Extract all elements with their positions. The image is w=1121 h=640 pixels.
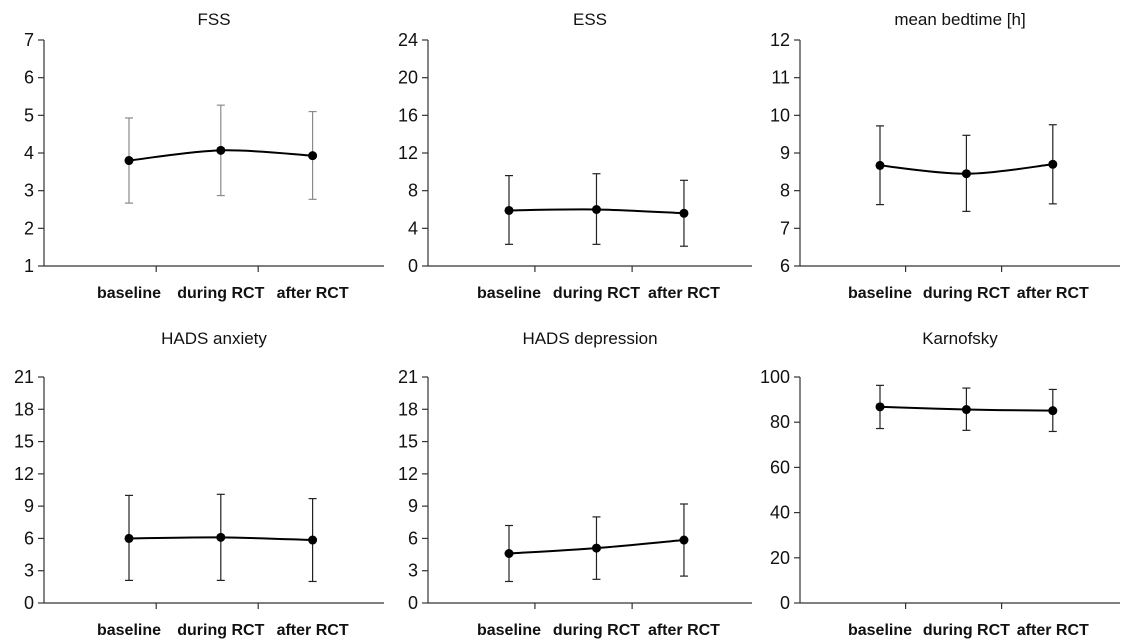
x-tick-label: after RCT [648, 622, 720, 639]
y-tick-label: 8 [408, 181, 418, 201]
data-point [1048, 406, 1058, 416]
y-tick-label: 15 [398, 432, 418, 452]
panel-title: ESS [573, 10, 607, 29]
y-tick-label: 12 [14, 464, 34, 484]
data-point [504, 548, 514, 558]
x-tick-label: after RCT [648, 285, 720, 302]
panel-title: Karnofsky [922, 329, 998, 348]
y-tick-label: 7 [780, 218, 790, 238]
data-point [679, 535, 689, 545]
x-tick-label: during RCT [553, 622, 640, 639]
y-tick-label: 16 [398, 105, 418, 125]
y-tick-label: 3 [24, 181, 34, 201]
data-point [504, 205, 514, 215]
y-tick-label: 21 [398, 367, 418, 387]
y-tick-label: 1 [24, 256, 34, 276]
y-tick-label: 4 [24, 143, 34, 163]
y-tick-label: 6 [24, 528, 34, 548]
chart-panel-3: mean bedtime [h] 6 7 8 9 10 11 12 baseline during… [770, 10, 1120, 302]
chart-panel-4: HADS anxiety 0 3 6 9 12 15 18 21 baseline during R… [14, 329, 384, 639]
data-point [216, 532, 226, 542]
data-point [1048, 159, 1058, 169]
x-tick-label: after RCT [277, 285, 349, 302]
y-tick-label: 0 [24, 593, 34, 613]
y-tick-label: 8 [780, 181, 790, 201]
y-tick-label: 40 [770, 503, 790, 523]
chart-panel-5: HADS depression 0 3 6 9 12 15 18 21 baseline durin… [398, 329, 752, 639]
y-tick-label: 80 [770, 412, 790, 432]
y-tick-label: 6 [24, 68, 34, 88]
y-tick-label: 21 [14, 367, 34, 387]
x-tick-label: baseline [477, 285, 541, 302]
data-point [875, 160, 885, 170]
chart-panel-6: Karnofsky 0 20 40 60 80 100 baseline during RCT a… [760, 329, 1120, 639]
x-tick-label: baseline [477, 622, 541, 639]
chart-panel-1: FSS 1 2 3 4 5 6 7 baseline during RCT after RCT [24, 10, 384, 302]
x-tick-label: during RCT [553, 285, 640, 302]
y-tick-label: 0 [408, 593, 418, 613]
panel-title: FSS [197, 10, 230, 29]
y-tick-label: 10 [770, 105, 790, 125]
y-tick-label: 5 [24, 105, 34, 125]
data-point [308, 151, 318, 161]
y-tick-label: 18 [398, 399, 418, 419]
x-tick-label: during RCT [923, 622, 1010, 639]
y-tick-label: 2 [24, 218, 34, 238]
y-tick-label: 12 [398, 464, 418, 484]
data-point [961, 169, 971, 179]
y-tick-label: 12 [770, 30, 790, 50]
chart-panel-2: ESS 0 4 8 12 16 20 24 baseline during RCT after RC… [398, 10, 752, 302]
data-point [124, 156, 134, 166]
y-tick-label: 60 [770, 457, 790, 477]
x-tick-label: after RCT [1017, 622, 1089, 639]
data-point [679, 208, 689, 218]
x-tick-label: after RCT [277, 622, 349, 639]
x-tick-label: baseline [848, 622, 912, 639]
data-point [875, 402, 885, 412]
x-tick-label: baseline [97, 622, 161, 639]
y-tick-label: 24 [398, 30, 418, 50]
data-point [308, 535, 318, 545]
y-tick-label: 100 [760, 367, 790, 387]
y-tick-label: 3 [24, 561, 34, 581]
y-tick-label: 12 [398, 143, 418, 163]
data-point [591, 205, 601, 214]
x-tick-label: during RCT [177, 622, 264, 639]
y-tick-label: 20 [398, 68, 418, 88]
x-tick-label: after RCT [1017, 285, 1089, 302]
panel-title: mean bedtime [h] [894, 10, 1025, 29]
data-point [961, 405, 971, 415]
x-tick-label: baseline [848, 285, 912, 302]
y-tick-label: 6 [408, 528, 418, 548]
y-tick-label: 15 [14, 432, 34, 452]
y-tick-label: 0 [408, 256, 418, 276]
y-tick-label: 4 [408, 218, 418, 238]
y-tick-label: 9 [24, 496, 34, 516]
y-tick-label: 3 [408, 561, 418, 581]
y-tick-label: 9 [780, 143, 790, 163]
y-tick-label: 18 [14, 399, 34, 419]
y-tick-label: 9 [408, 496, 418, 516]
y-tick-label: 7 [24, 30, 34, 50]
panel-title: HADS anxiety [161, 329, 267, 348]
panel-title: HADS depression [522, 329, 657, 348]
y-tick-label: 20 [770, 548, 790, 568]
data-point [591, 543, 601, 553]
y-tick-label: 11 [771, 68, 790, 88]
x-tick-label: during RCT [177, 285, 264, 302]
y-tick-label: 0 [780, 593, 790, 613]
x-tick-label: during RCT [923, 285, 1010, 302]
data-point [124, 533, 134, 543]
data-point [216, 145, 226, 155]
y-tick-label: 6 [780, 256, 790, 276]
x-tick-label: baseline [97, 285, 161, 302]
